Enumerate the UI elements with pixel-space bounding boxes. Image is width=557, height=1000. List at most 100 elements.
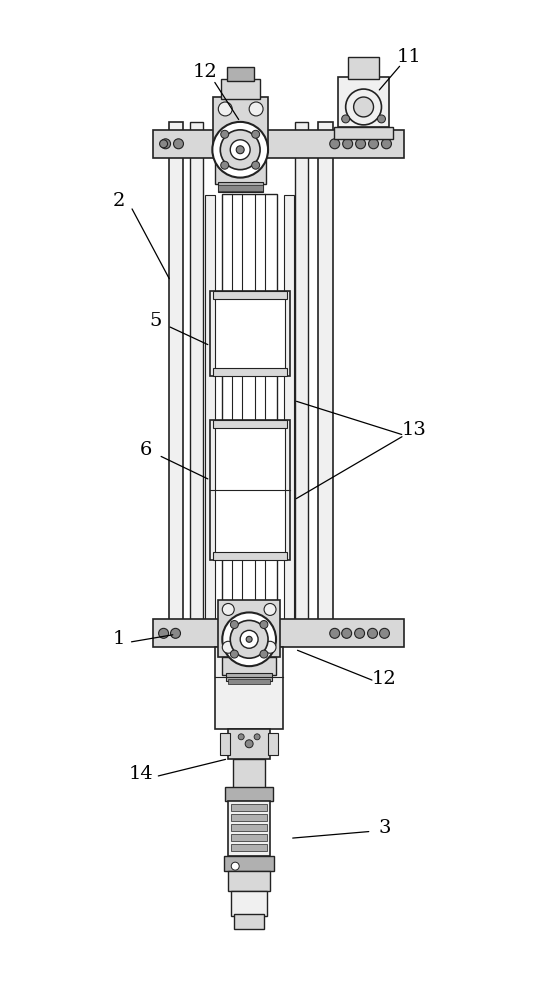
- Circle shape: [174, 139, 183, 149]
- Circle shape: [221, 161, 229, 169]
- Circle shape: [252, 161, 260, 169]
- Bar: [228, 729, 270, 759]
- Bar: [169, 122, 183, 629]
- Bar: [284, 195, 294, 624]
- Circle shape: [222, 641, 234, 653]
- Bar: [234, 914, 264, 929]
- Circle shape: [341, 115, 350, 123]
- Circle shape: [369, 139, 379, 149]
- Bar: [216, 159, 266, 184]
- Circle shape: [231, 621, 238, 629]
- Bar: [211, 291, 290, 376]
- Circle shape: [230, 620, 268, 658]
- Circle shape: [378, 115, 385, 123]
- Bar: [227, 67, 254, 81]
- Circle shape: [264, 603, 276, 615]
- Bar: [295, 122, 308, 629]
- Circle shape: [212, 122, 268, 178]
- Text: 12: 12: [372, 670, 397, 688]
- Bar: [153, 130, 404, 158]
- Text: 11: 11: [397, 48, 422, 66]
- Circle shape: [368, 628, 378, 638]
- Circle shape: [245, 740, 253, 748]
- Bar: [220, 733, 230, 755]
- Circle shape: [236, 146, 244, 154]
- Text: 13: 13: [402, 421, 427, 439]
- Circle shape: [343, 139, 353, 149]
- Bar: [213, 291, 287, 299]
- Bar: [231, 844, 267, 851]
- Circle shape: [354, 97, 374, 117]
- Circle shape: [264, 641, 276, 653]
- Bar: [225, 787, 273, 801]
- Circle shape: [222, 603, 234, 615]
- Circle shape: [382, 139, 392, 149]
- Text: 6: 6: [139, 441, 152, 459]
- Bar: [338, 77, 389, 127]
- Bar: [216, 425, 285, 555]
- Bar: [318, 122, 333, 629]
- Text: 14: 14: [128, 765, 153, 783]
- Circle shape: [230, 140, 250, 160]
- Bar: [268, 733, 278, 755]
- Bar: [221, 79, 260, 99]
- Circle shape: [341, 628, 351, 638]
- Bar: [211, 420, 290, 560]
- Bar: [218, 182, 263, 192]
- Circle shape: [346, 89, 382, 125]
- Bar: [228, 801, 270, 856]
- Circle shape: [160, 140, 168, 148]
- Bar: [213, 97, 268, 152]
- Bar: [206, 195, 216, 624]
- Circle shape: [238, 734, 244, 740]
- Circle shape: [252, 130, 260, 138]
- Text: 12: 12: [193, 63, 218, 81]
- Circle shape: [231, 862, 239, 870]
- Circle shape: [218, 102, 232, 116]
- Bar: [213, 552, 287, 560]
- Circle shape: [249, 102, 263, 116]
- Bar: [190, 122, 203, 629]
- Bar: [231, 834, 267, 841]
- Circle shape: [220, 130, 260, 170]
- Bar: [224, 856, 274, 871]
- Bar: [334, 127, 393, 139]
- Text: 2: 2: [113, 192, 125, 210]
- Bar: [231, 824, 267, 831]
- Bar: [216, 296, 285, 371]
- Bar: [213, 368, 287, 376]
- Circle shape: [355, 139, 365, 149]
- Bar: [218, 600, 280, 657]
- Circle shape: [379, 628, 389, 638]
- Circle shape: [240, 630, 258, 648]
- Circle shape: [221, 130, 229, 138]
- Bar: [231, 891, 267, 916]
- Bar: [153, 619, 404, 647]
- Bar: [348, 57, 379, 79]
- Circle shape: [159, 628, 169, 638]
- Circle shape: [355, 628, 365, 638]
- Bar: [226, 673, 272, 681]
- Text: 1: 1: [113, 630, 125, 648]
- Circle shape: [170, 628, 180, 638]
- Circle shape: [254, 734, 260, 740]
- Text: 3: 3: [378, 819, 390, 837]
- Bar: [231, 814, 267, 821]
- Circle shape: [231, 650, 238, 658]
- Bar: [218, 185, 263, 191]
- Bar: [222, 194, 277, 621]
- Bar: [222, 657, 276, 675]
- Bar: [216, 647, 283, 729]
- Text: 5: 5: [149, 312, 162, 330]
- Bar: [233, 759, 265, 789]
- Bar: [213, 420, 287, 428]
- Circle shape: [246, 636, 252, 642]
- Bar: [228, 871, 270, 891]
- Circle shape: [260, 621, 268, 629]
- Circle shape: [222, 612, 276, 666]
- Circle shape: [330, 628, 340, 638]
- Circle shape: [260, 650, 268, 658]
- Bar: [231, 804, 267, 811]
- Circle shape: [330, 139, 340, 149]
- Bar: [228, 679, 270, 684]
